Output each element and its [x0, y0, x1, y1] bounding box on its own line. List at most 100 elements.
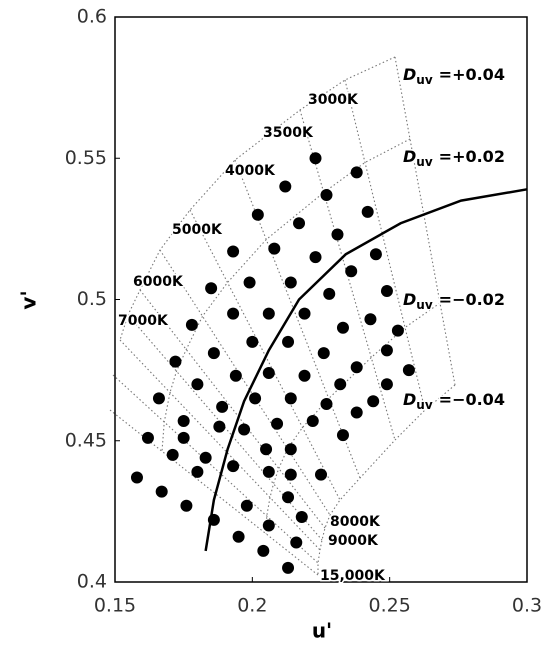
cct-label: 7000K: [118, 313, 169, 329]
data-point: [169, 355, 182, 368]
data-point: [213, 420, 226, 433]
data-point: [232, 530, 245, 543]
x-tick-label: 0.15: [94, 595, 136, 617]
data-point: [315, 468, 327, 481]
data-point: [238, 423, 251, 436]
data-point: [191, 465, 204, 478]
data-point: [199, 451, 212, 464]
data-point: [155, 485, 168, 498]
duv-symbol: D: [403, 147, 416, 166]
data-point: [320, 398, 333, 411]
cct-label: 5000K: [172, 222, 223, 238]
duv-subscript: uv: [416, 73, 433, 87]
data-point: [284, 276, 297, 289]
y-axis-label: v': [17, 290, 41, 309]
duv-label: Duv =+0.02: [403, 147, 505, 169]
duv-symbol: D: [403, 290, 416, 309]
data-point: [227, 307, 240, 320]
data-point: [298, 307, 311, 320]
data-point: [380, 344, 393, 357]
x-axis-label: u': [312, 619, 332, 643]
data-point: [345, 265, 358, 278]
data-point: [216, 400, 229, 413]
iso-cct-line: [119, 339, 321, 551]
data-point: [364, 313, 377, 326]
x-tick-label: 0.25: [369, 595, 411, 617]
data-point: [320, 188, 333, 201]
y-tick-label: 0.5: [77, 288, 107, 310]
data-point: [350, 166, 363, 179]
planckian-locus: [204, 188, 528, 552]
data-point: [334, 378, 347, 391]
duv-line: [317, 384, 456, 575]
y-tick-label: 0.6: [77, 6, 107, 28]
data-point: [262, 519, 275, 532]
data-point: [284, 443, 297, 456]
cct-label: 4000K: [225, 163, 276, 179]
data-point: [262, 307, 275, 320]
data-point: [284, 468, 297, 481]
data-point: [309, 152, 322, 165]
x-tick-label: 0.2: [237, 595, 267, 617]
data-point: [141, 431, 154, 444]
data-point: [207, 347, 220, 360]
data-point: [284, 392, 297, 405]
data-point: [249, 392, 262, 405]
data-point: [152, 392, 165, 405]
duv-value: =−0.04: [439, 390, 505, 409]
data-point: [246, 335, 259, 348]
data-point: [205, 282, 218, 295]
duv-line: [119, 56, 396, 341]
data-point: [331, 228, 344, 241]
duv-label: Duv =−0.04: [403, 390, 505, 412]
data-point: [369, 248, 382, 261]
data-point: [227, 460, 240, 473]
data-point: [251, 208, 264, 221]
cct-label: 3000K: [308, 92, 359, 108]
data-point: [336, 429, 349, 442]
cct-label: 8000K: [330, 514, 381, 530]
duv-subscript: uv: [416, 398, 433, 412]
data-point: [336, 321, 349, 334]
duv-symbol: D: [403, 65, 416, 84]
data-point: [380, 285, 393, 298]
data-point: [268, 242, 281, 255]
cct-label: 9000K: [328, 533, 379, 549]
cct-label: 15,000K: [320, 568, 386, 584]
data-point: [177, 414, 190, 427]
data-point: [323, 287, 336, 300]
data-point: [298, 369, 311, 382]
duv-value: =+0.04: [439, 65, 505, 84]
data-point: [260, 443, 273, 456]
data-point: [290, 536, 303, 549]
iso-cct-line: [299, 109, 396, 441]
data-point: [293, 217, 306, 230]
duv-label: Duv =−0.02: [403, 290, 505, 312]
y-tick-label: 0.55: [65, 147, 107, 169]
data-point: [279, 180, 292, 193]
data-point: [282, 491, 295, 504]
data-point: [402, 364, 415, 377]
data-point: [257, 544, 270, 557]
data-point: [380, 378, 393, 391]
data-point: [317, 347, 330, 360]
data-point: [185, 318, 198, 331]
data-point: [350, 406, 363, 419]
duv-value: =−0.02: [439, 290, 505, 309]
data-point: [177, 431, 190, 444]
data-point: [130, 471, 143, 484]
cct-label: 6000K: [133, 274, 184, 290]
iso-cct-line: [344, 79, 426, 411]
iso-cct-line: [159, 249, 331, 516]
data-point: [361, 205, 374, 218]
y-tick-label: 0.45: [65, 429, 107, 451]
data-point: [240, 499, 253, 512]
data-point: [282, 335, 295, 348]
duv-subscript: uv: [416, 155, 433, 169]
duv-label: Duv =+0.04: [403, 65, 505, 87]
data-point: [271, 417, 284, 430]
data-point: [367, 395, 380, 408]
data-point: [227, 245, 240, 258]
data-point: [391, 324, 404, 337]
